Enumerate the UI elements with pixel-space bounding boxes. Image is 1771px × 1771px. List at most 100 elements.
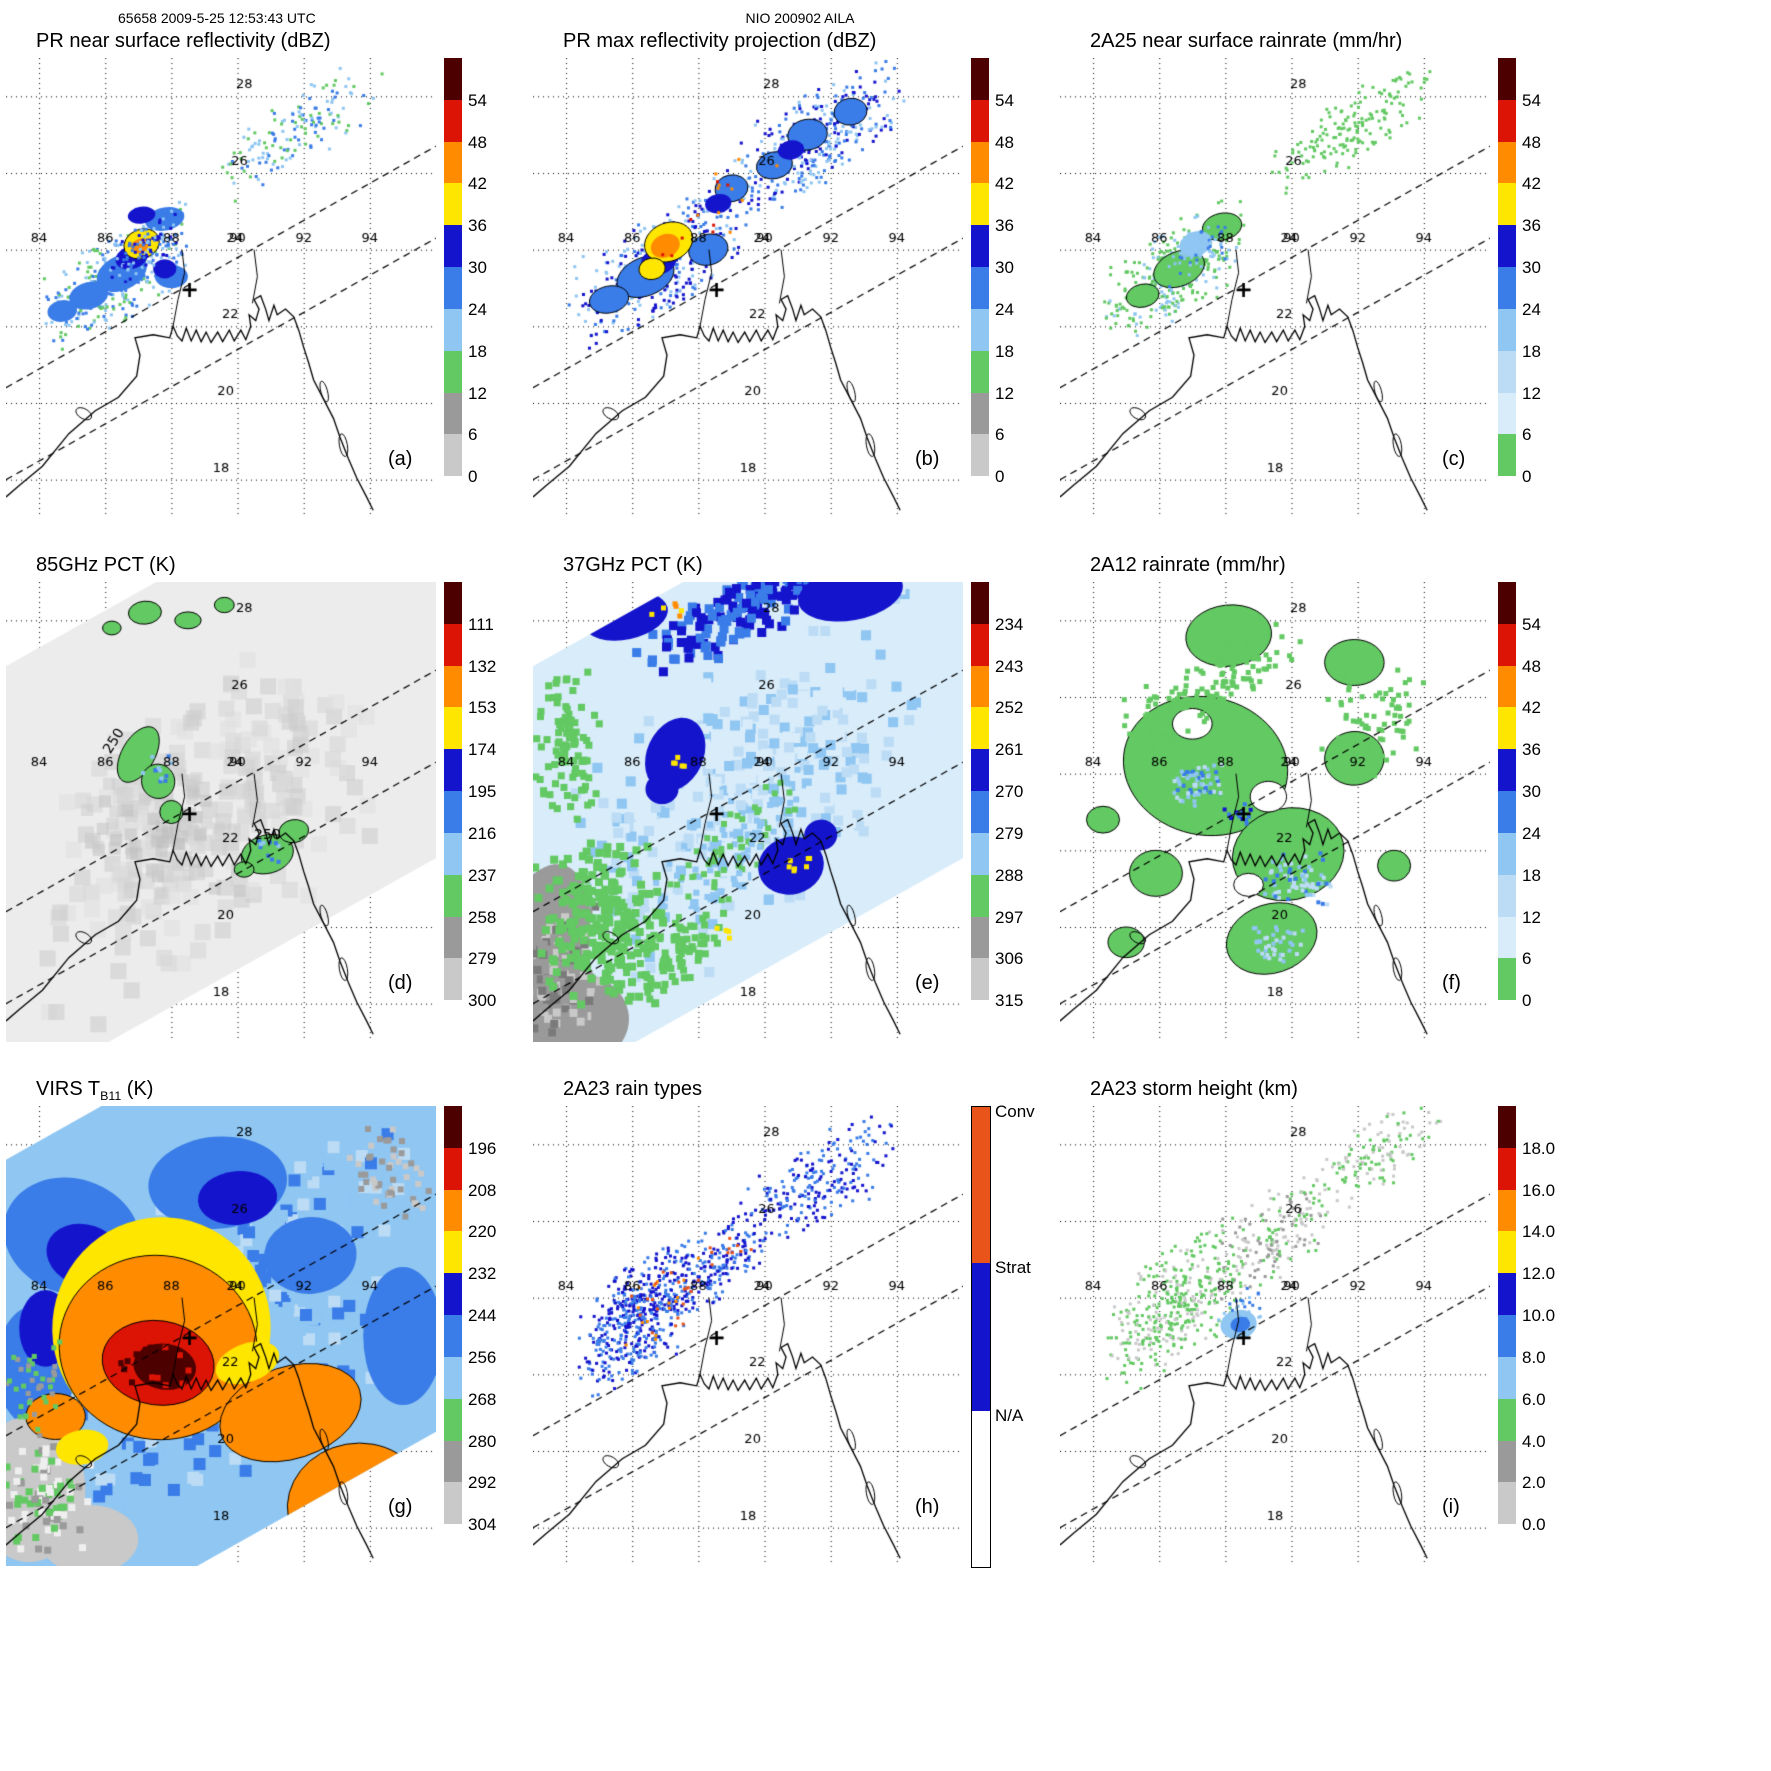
colorbar (1498, 1106, 1516, 1566)
colorbar-segment (971, 623, 989, 666)
colorbar-tick-label: 153 (468, 698, 497, 718)
colorbar-tick-label: 6 (1522, 949, 1532, 969)
colorbar-tick-label: 304 (468, 1515, 497, 1535)
colorbar-segment (444, 874, 462, 917)
colorbar-tick-label: 261 (995, 740, 1024, 760)
panel-title: 85GHz PCT (K) (36, 554, 176, 576)
panel-letter: (d) (388, 972, 413, 994)
colorbar-segment (1498, 1440, 1516, 1483)
colorbar-tick-label: 270 (995, 782, 1024, 802)
colorbar-segment (444, 707, 462, 750)
colorbar-segment (971, 99, 989, 142)
colorbar-segment (1498, 1147, 1516, 1190)
colorbar (971, 582, 989, 1042)
colorbar-tick-label: 0 (995, 467, 1005, 487)
colorbar-tick-label: 54 (1522, 90, 1541, 110)
panel-letter: (h) (915, 1496, 940, 1518)
colorbar (444, 58, 462, 518)
colorbar-segment (1498, 832, 1516, 875)
colorbar-tick-label: 0 (1522, 467, 1532, 487)
panel-g: VIRS TB11 (K) (g) 196 208 220 232 244 256 268 2… (6, 1078, 533, 1602)
map-canvas (533, 582, 963, 1042)
colorbar-segment (444, 1398, 462, 1441)
colorbar-tick-label: 8.0 (1522, 1347, 1546, 1367)
colorbar-tick-label: 54 (468, 90, 487, 110)
colorbar-tick-label: 237 (468, 865, 497, 885)
panel-letter: (a) (388, 448, 413, 470)
colorbar-segment (1498, 1398, 1516, 1441)
panel-title: PR near surface reflectivity (dBZ) (36, 30, 331, 52)
colorbar-tick-label: 12 (468, 383, 487, 403)
colorbar-tick-label: 258 (468, 907, 497, 927)
panel-title: 2A23 storm height (km) (1090, 1078, 1298, 1100)
colorbar-segment (444, 1000, 462, 1042)
colorbar-tick-label: 24 (1522, 299, 1541, 319)
colorbar-segment (1498, 707, 1516, 750)
colorbar-tick-label: 220 (468, 1222, 497, 1242)
colorbar-tick-label: 42 (995, 174, 1014, 194)
colorbar-segment (1498, 1231, 1516, 1274)
colorbar-segment (971, 1000, 989, 1042)
colorbar-segment (444, 916, 462, 959)
colorbar-tick-label: 18 (995, 341, 1014, 361)
colorbar-tick-label: 54 (995, 90, 1014, 110)
colorbar-segment (444, 1440, 462, 1483)
colorbar-segment (1498, 791, 1516, 833)
colorbar-segment (1498, 392, 1516, 435)
colorbar-tick-label: 16.0 (1522, 1180, 1556, 1200)
colorbar-segment (444, 225, 462, 268)
map-canvas (1060, 1106, 1490, 1566)
colorbar-segment (1498, 958, 1516, 1001)
colorbar-tick-label: 12 (1522, 383, 1541, 403)
panel-f: 2A12 rainrate (mm/hr) (f) 54 48 42 36 30 24 18… (1060, 554, 1587, 1078)
colorbar-segment (444, 350, 462, 393)
colorbar-segment (1498, 476, 1516, 518)
colorbar-segment (1498, 308, 1516, 351)
colorbar-segment (1498, 225, 1516, 268)
colorbar-tick-label: 297 (995, 907, 1024, 927)
colorbar-segment (971, 791, 989, 833)
colorbar-segment (972, 1263, 990, 1411)
colorbar-segment (1498, 1273, 1516, 1316)
colorbar-segment (1498, 1356, 1516, 1399)
colorbar-tick-label: 12 (1522, 907, 1541, 927)
colorbar-tick-label: 24 (995, 299, 1014, 319)
colorbar-tick-label: 6 (995, 425, 1005, 445)
colorbar-segment (444, 1189, 462, 1232)
colorbar-tick-label: 279 (995, 823, 1024, 843)
colorbar-segment (444, 141, 462, 184)
colorbar-segment (444, 434, 462, 477)
colorbar-segment (444, 1524, 462, 1566)
colorbar-tick-label: 6 (468, 425, 478, 445)
colorbar-segment (971, 141, 989, 184)
panel-c: 2A25 near surface rainrate (mm/hr) (c) 5… (1060, 30, 1587, 554)
orbit-timestamp-header: 65658 2009-5-25 12:53:43 UTC (118, 10, 316, 26)
colorbar-tick-label: 12 (995, 383, 1014, 403)
map-canvas (6, 58, 436, 518)
colorbar-tick-label: 18 (1522, 865, 1541, 885)
colorbar-tick-label: 30 (995, 258, 1014, 278)
colorbar-segment (444, 582, 462, 624)
panel-title: 2A12 rainrate (mm/hr) (1090, 554, 1286, 576)
map-canvas (1060, 58, 1490, 518)
colorbar (1498, 582, 1516, 1042)
colorbar-tick-label: 48 (1522, 656, 1541, 676)
colorbar-tick-label: 4.0 (1522, 1431, 1546, 1451)
colorbar-tick-label: 132 (468, 656, 497, 676)
map-canvas (6, 582, 436, 1042)
colorbar-segment (1498, 1106, 1516, 1148)
colorbar-segment (444, 392, 462, 435)
colorbar-tick-label: 244 (468, 1306, 497, 1326)
colorbar-tick-label: 0 (1522, 991, 1532, 1011)
colorbar-tick-label: Strat (995, 1258, 1031, 1278)
colorbar-tick-label: 315 (995, 991, 1024, 1011)
colorbar-segment (444, 1482, 462, 1525)
colorbar-tick-label: 48 (1522, 132, 1541, 152)
colorbar-segment (971, 832, 989, 875)
colorbar-segment (444, 832, 462, 875)
colorbar-segment (971, 434, 989, 477)
panel-h: 2A23 rain types (h) Conv Strat N/A (533, 1078, 1060, 1602)
colorbar-tick-label: Conv (995, 1102, 1035, 1121)
colorbar-segment (1498, 141, 1516, 184)
colorbar-tick-label: N/A (995, 1405, 1024, 1425)
